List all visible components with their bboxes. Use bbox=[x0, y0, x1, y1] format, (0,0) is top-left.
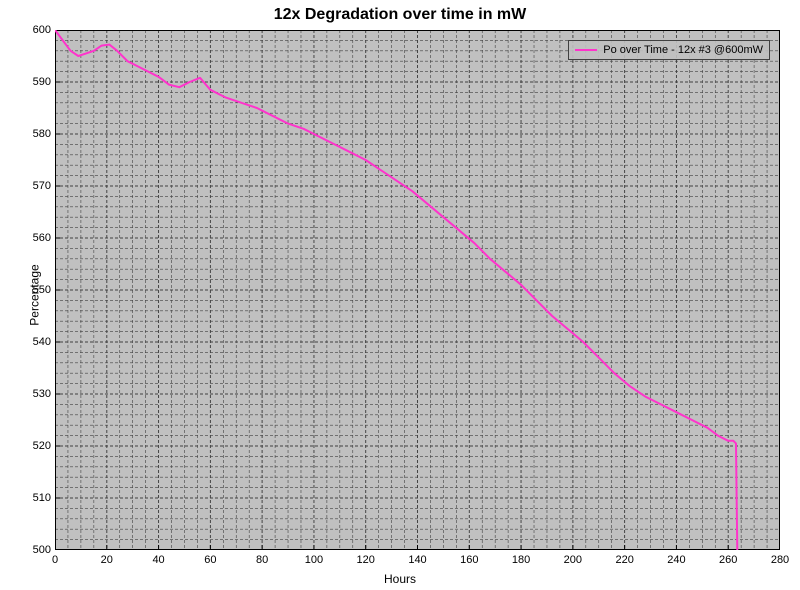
legend-label: Po over Time - 12x #3 @600mW bbox=[603, 44, 763, 56]
y-tick-label: 560 bbox=[25, 232, 51, 244]
y-tick-label: 500 bbox=[25, 544, 51, 556]
x-tick-label: 160 bbox=[460, 554, 478, 566]
x-tick-label: 60 bbox=[204, 554, 216, 566]
x-axis-label: Hours bbox=[0, 572, 800, 586]
chart-container: { "chart": { "type": "line", "title": "1… bbox=[0, 0, 800, 590]
x-tick-label: 180 bbox=[512, 554, 530, 566]
x-tick-label: 0 bbox=[52, 554, 58, 566]
x-tick-label: 80 bbox=[256, 554, 268, 566]
x-tick-label: 40 bbox=[152, 554, 164, 566]
y-tick-label: 520 bbox=[25, 440, 51, 452]
x-tick-label: 120 bbox=[357, 554, 375, 566]
y-tick-label: 510 bbox=[25, 492, 51, 504]
x-tick-label: 140 bbox=[408, 554, 426, 566]
x-tick-label: 20 bbox=[101, 554, 113, 566]
x-tick-label: 100 bbox=[305, 554, 323, 566]
x-tick-label: 240 bbox=[667, 554, 685, 566]
y-tick-label: 600 bbox=[25, 24, 51, 36]
plot-area bbox=[55, 30, 780, 550]
y-tick-label: 540 bbox=[25, 336, 51, 348]
y-tick-label: 570 bbox=[25, 180, 51, 192]
y-tick-label: 530 bbox=[25, 388, 51, 400]
x-tick-label: 200 bbox=[564, 554, 582, 566]
legend-swatch bbox=[575, 49, 597, 51]
x-tick-label: 280 bbox=[771, 554, 789, 566]
x-tick-label: 220 bbox=[615, 554, 633, 566]
y-tick-label: 590 bbox=[25, 76, 51, 88]
y-tick-label: 550 bbox=[25, 284, 51, 296]
legend: Po over Time - 12x #3 @600mW bbox=[568, 40, 770, 60]
y-tick-label: 580 bbox=[25, 128, 51, 140]
x-tick-label: 260 bbox=[719, 554, 737, 566]
chart-title: 12x Degradation over time in mW bbox=[0, 6, 800, 24]
